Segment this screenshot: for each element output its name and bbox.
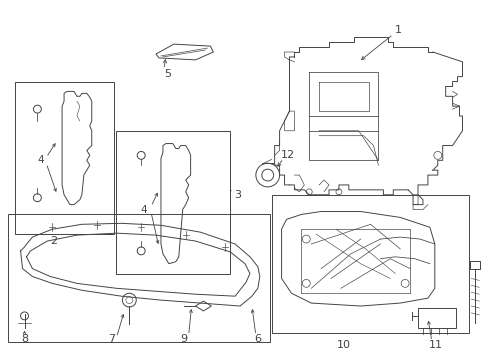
Text: 1: 1 bbox=[394, 25, 401, 35]
Text: 4: 4 bbox=[37, 155, 43, 165]
Text: 5: 5 bbox=[164, 69, 171, 79]
Text: 4: 4 bbox=[141, 204, 147, 215]
Bar bbox=[116, 131, 230, 274]
Text: 7: 7 bbox=[108, 334, 115, 345]
Text: 12: 12 bbox=[280, 150, 294, 161]
Bar bbox=[8, 215, 269, 342]
Bar bbox=[417, 308, 455, 328]
Text: 6: 6 bbox=[254, 334, 261, 345]
Text: 3: 3 bbox=[234, 190, 241, 200]
Bar bbox=[15, 82, 113, 234]
Bar bbox=[271, 195, 468, 333]
Text: 11: 11 bbox=[428, 341, 442, 350]
Text: 9: 9 bbox=[180, 334, 187, 345]
Text: 8: 8 bbox=[21, 334, 28, 345]
Text: 2: 2 bbox=[51, 236, 58, 246]
Bar bbox=[469, 261, 479, 269]
Text: 10: 10 bbox=[336, 341, 350, 350]
